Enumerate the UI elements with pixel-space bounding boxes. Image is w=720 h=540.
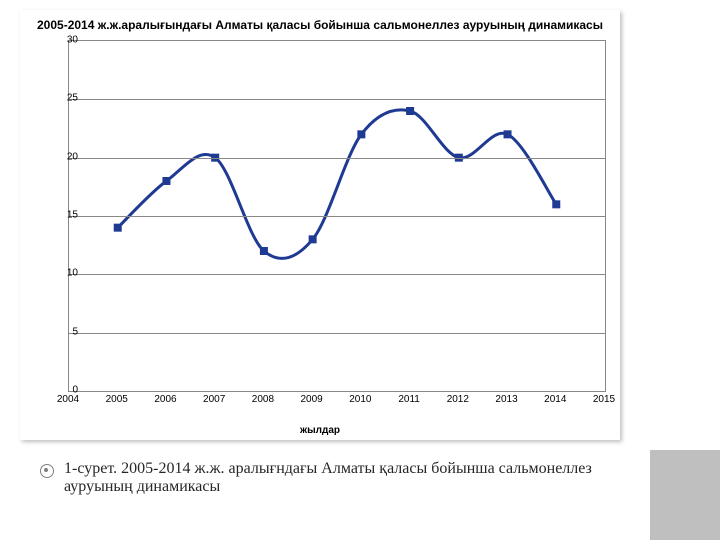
data-marker: [357, 130, 365, 138]
data-marker: [406, 107, 414, 115]
data-marker: [260, 247, 268, 255]
x-tick-label: 2013: [495, 394, 517, 405]
x-tick-label: 2005: [106, 394, 128, 405]
chart-title: 2005-2014 ж.ж.аралығындағы Алматы қаласы…: [20, 10, 620, 34]
x-tick-label: 2006: [154, 394, 176, 405]
x-tick-label: 2012: [447, 394, 469, 405]
x-tick-label: 2011: [398, 394, 420, 405]
side-strip: [650, 450, 720, 540]
data-marker: [114, 224, 122, 232]
y-tick-label: 10: [48, 268, 78, 279]
y-tick-label: 5: [48, 326, 78, 337]
x-axis-label: жылдар: [20, 425, 620, 436]
x-tick-label: 2014: [544, 394, 566, 405]
gridline: [69, 158, 605, 159]
y-tick-label: 30: [48, 35, 78, 46]
gridline: [69, 274, 605, 275]
data-marker: [309, 235, 317, 243]
x-tick-label: 2004: [57, 394, 79, 405]
data-marker: [162, 177, 170, 185]
caption-text: 1-сурет. 2005-2014 ж.ж. аралығндағы Алма…: [64, 460, 630, 496]
gridline: [69, 99, 605, 100]
y-tick-label: 20: [48, 151, 78, 162]
x-tick-label: 2010: [349, 394, 371, 405]
x-tick-label: 2015: [593, 394, 615, 405]
series-line: [118, 110, 557, 259]
y-tick-label: 25: [48, 93, 78, 104]
chart-card: 2005-2014 ж.ж.аралығындағы Алматы қаласы…: [20, 10, 620, 440]
figure-caption: 1-сурет. 2005-2014 ж.ж. аралығндағы Алма…: [40, 460, 630, 496]
gridline: [69, 216, 605, 217]
x-tick-label: 2007: [203, 394, 225, 405]
gridline: [69, 333, 605, 334]
plot-area: [68, 40, 606, 392]
x-tick-label: 2008: [252, 394, 274, 405]
x-tick-label: 2009: [301, 394, 323, 405]
data-marker: [504, 130, 512, 138]
data-marker: [552, 200, 560, 208]
bullet-icon: [40, 464, 54, 478]
y-tick-label: 15: [48, 210, 78, 221]
